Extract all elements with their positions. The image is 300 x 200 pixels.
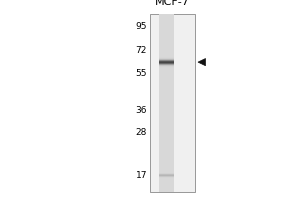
Text: 72: 72	[136, 46, 147, 55]
Text: MCF-7: MCF-7	[155, 0, 190, 7]
Bar	[150, 14, 195, 192]
Text: 95: 95	[136, 22, 147, 31]
Polygon shape	[198, 59, 206, 66]
Text: 55: 55	[136, 69, 147, 78]
Text: 17: 17	[136, 171, 147, 180]
Text: 28: 28	[136, 128, 147, 137]
Text: 36: 36	[136, 106, 147, 115]
